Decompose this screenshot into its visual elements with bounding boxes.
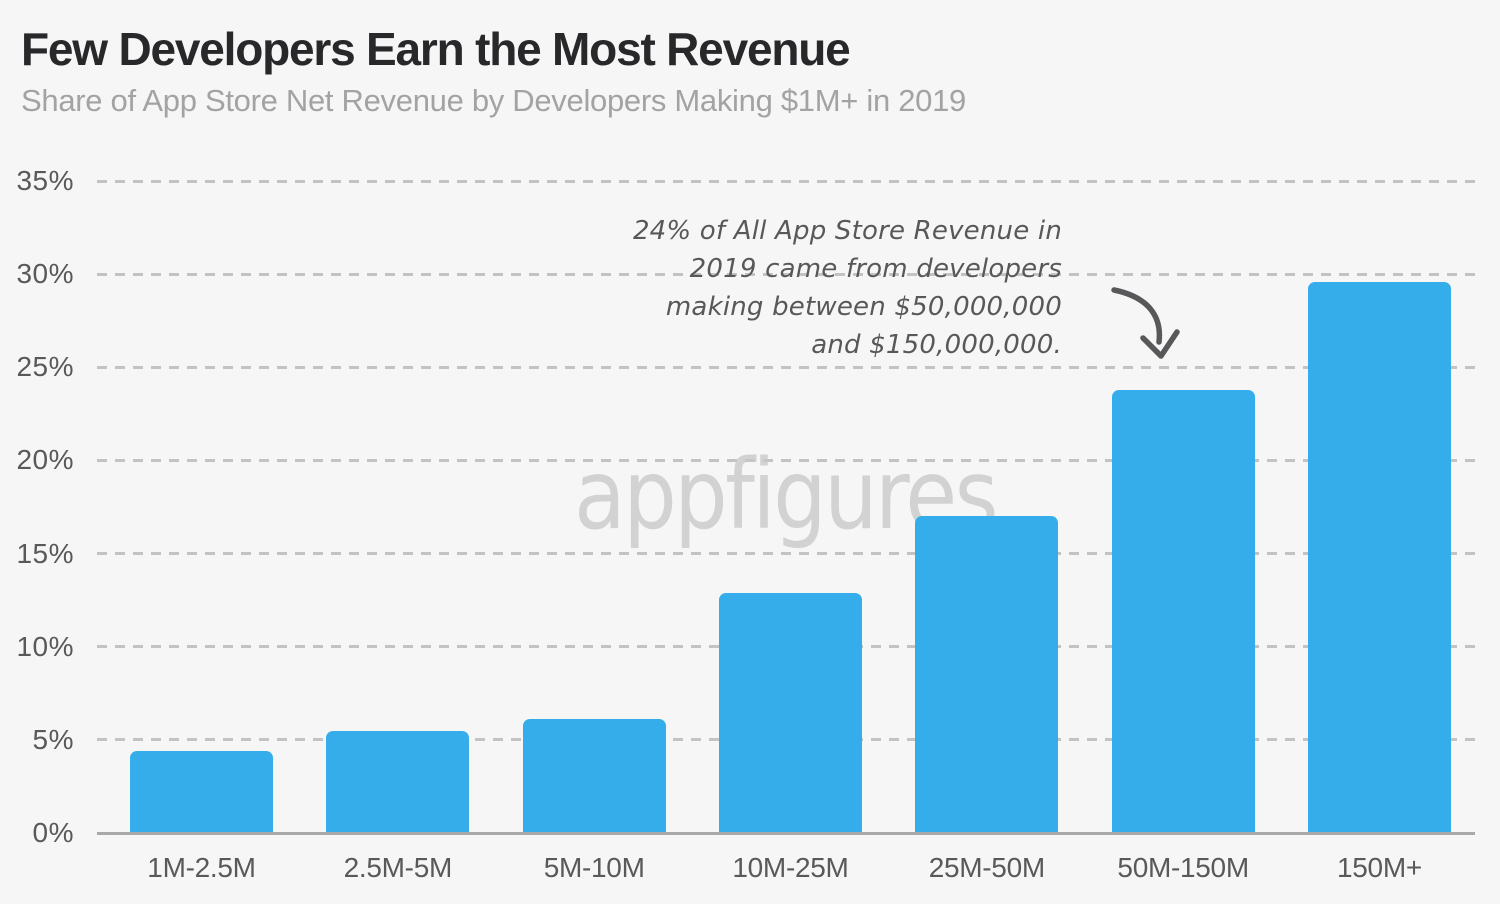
- ytick-label-15-: 15%: [16, 537, 74, 569]
- bar-150m-: [1307, 281, 1451, 833]
- gridline-15-: [97, 552, 1475, 556]
- xtick-label-150m-: 150M+: [1337, 852, 1422, 883]
- gridline-25-: [97, 365, 1475, 369]
- ytick-label-20-: 20%: [16, 444, 74, 476]
- bar-5m-10m: [522, 719, 666, 833]
- annotation-arrow-icon: [1111, 287, 1180, 359]
- annotation-line: 2019 came from developers: [689, 254, 1062, 284]
- ytick-label-25-: 25%: [16, 351, 74, 383]
- gridline-30-: [97, 272, 1475, 276]
- ytick-label-5-: 5%: [32, 723, 74, 755]
- ytick-label-35-: 35%: [16, 165, 74, 196]
- ytick-label-0-: 0%: [32, 817, 74, 848]
- x-axis-line: [97, 831, 1475, 835]
- xtick-label-50m-150m: 50M-150M: [1117, 852, 1249, 883]
- bar-10m-25m: [718, 592, 862, 833]
- ytick-label-10-: 10%: [16, 630, 74, 662]
- chart-title: Few Developers Earn the Most Revenue: [21, 23, 851, 75]
- xtick-label-2-5m-5m: 2.5M-5M: [343, 852, 453, 883]
- bar-25m-50m: [915, 516, 1059, 833]
- gridline-35-: [97, 179, 1475, 183]
- annotation-line: 24% of All App Store Revenue in: [632, 216, 1062, 246]
- xtick-label-25m-50m: 25M-50M: [928, 852, 1045, 883]
- xtick-label-5m-10m: 5M-10M: [543, 852, 645, 883]
- xtick-label-10m-25m: 10M-25M: [732, 852, 849, 883]
- bar-2-5m-5m: [326, 730, 470, 833]
- bar-1m-2-5m: [130, 751, 273, 833]
- bar-50m-150m: [1111, 389, 1255, 833]
- ytick-label-30-: 30%: [16, 258, 74, 290]
- annotation-line: and $150,000,000.: [811, 330, 1062, 360]
- annotation-line: making between $50,000,000: [665, 292, 1062, 322]
- xtick-label-1m-2-5m: 1M-2.5M: [147, 852, 256, 883]
- annotation-callout: 24% of All App Store Revenue in 2019 cam…: [633, 212, 1062, 364]
- chart-subtitle: Share of App Store Net Revenue by Develo…: [21, 83, 966, 118]
- gridline-20-: [97, 458, 1475, 462]
